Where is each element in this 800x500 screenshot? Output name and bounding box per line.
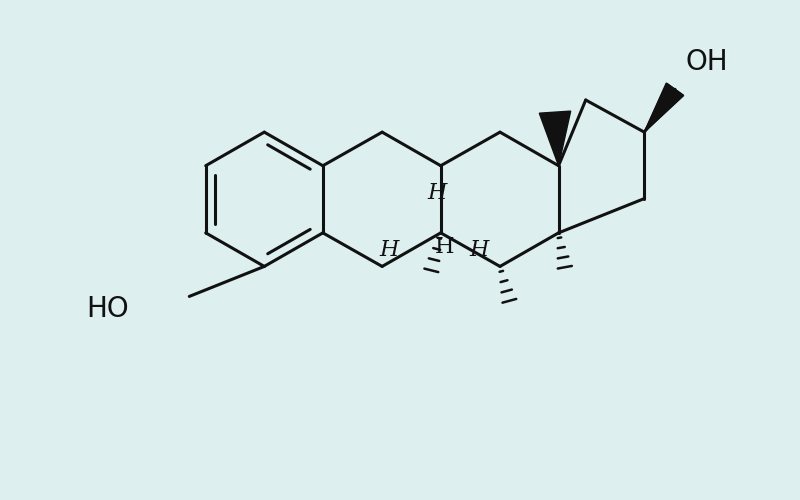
Text: OH: OH bbox=[686, 48, 728, 76]
Text: H: H bbox=[427, 182, 447, 204]
Text: H: H bbox=[434, 236, 454, 258]
Text: H: H bbox=[379, 239, 399, 261]
Text: HO: HO bbox=[86, 296, 129, 324]
Polygon shape bbox=[644, 83, 684, 132]
Text: H: H bbox=[469, 239, 488, 261]
Polygon shape bbox=[644, 84, 683, 132]
Polygon shape bbox=[539, 111, 570, 166]
